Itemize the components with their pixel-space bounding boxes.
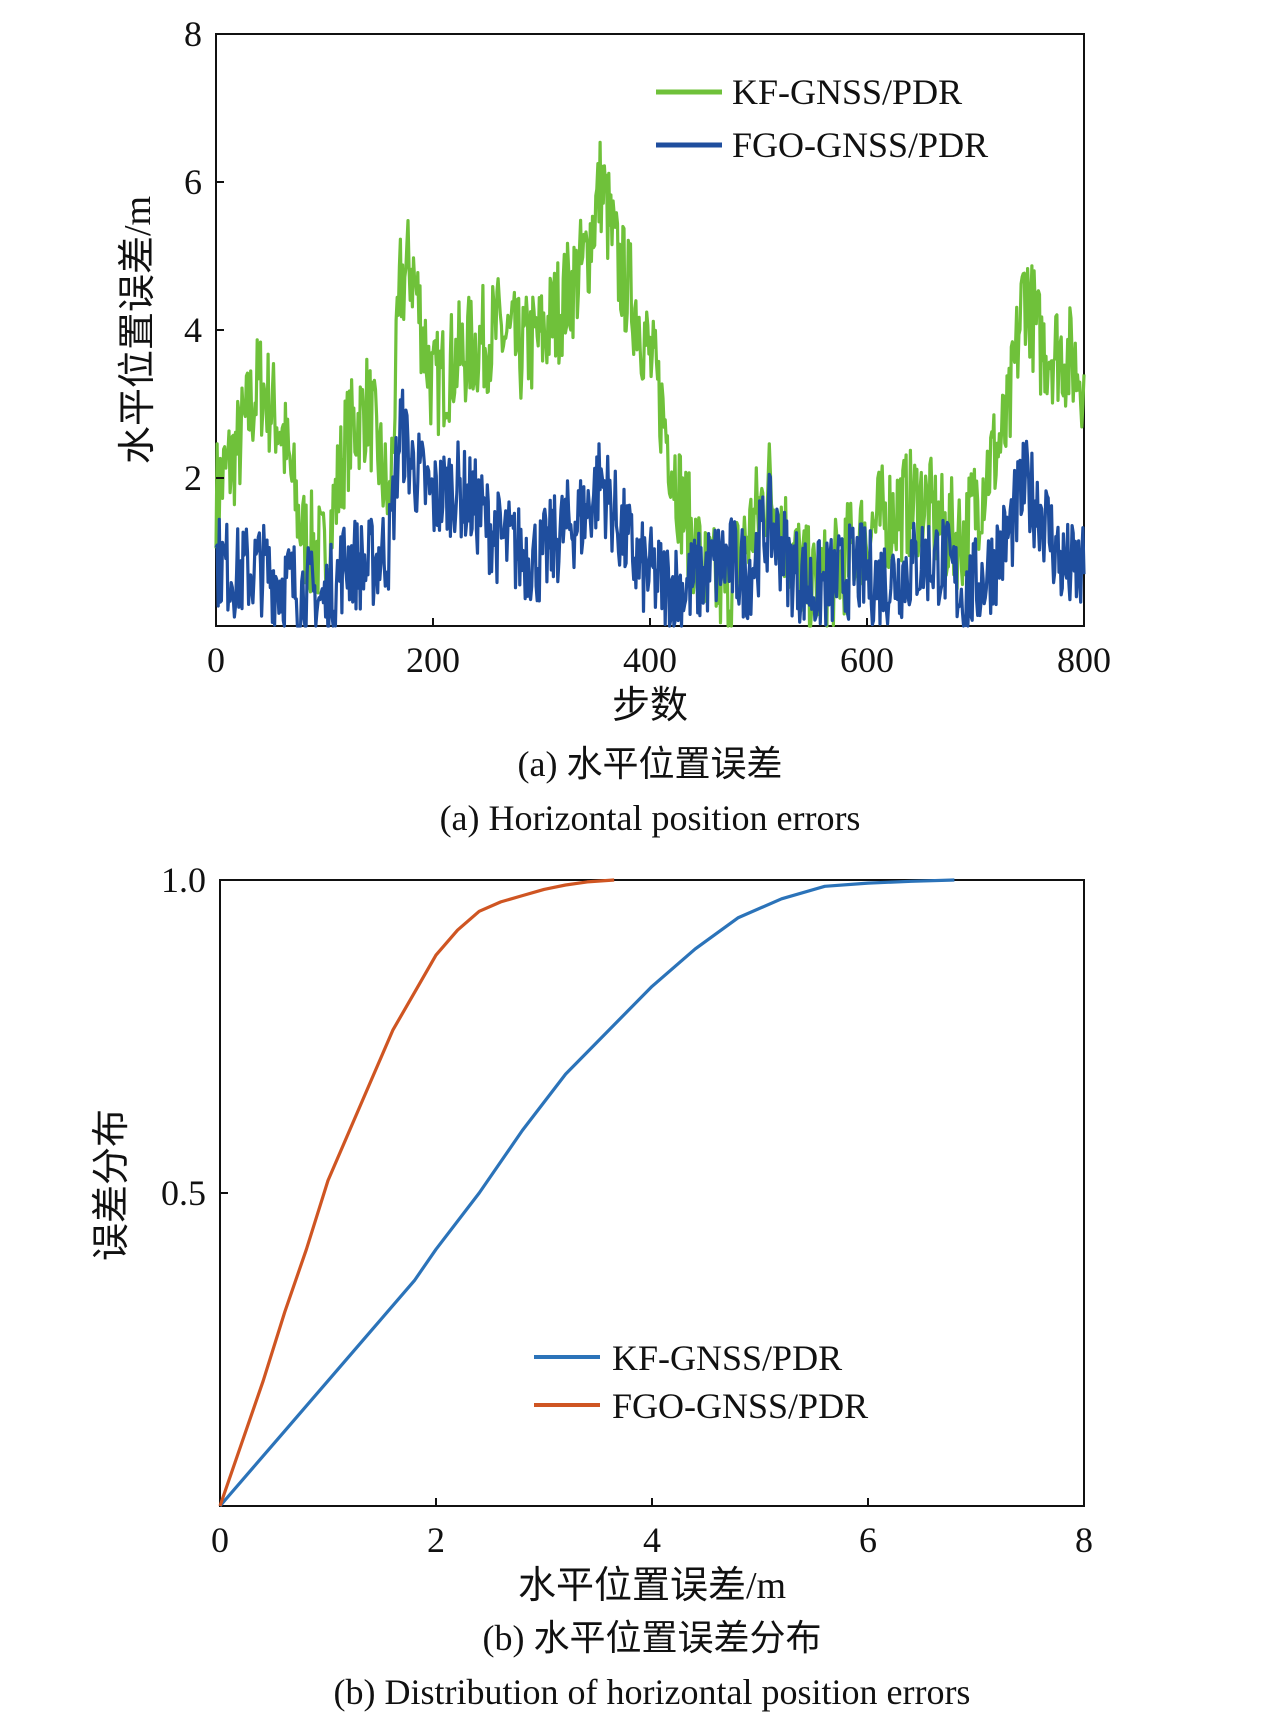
x-axis-label: 水平位置误差/m — [518, 1565, 786, 1607]
y-tick-label: 2 — [184, 458, 202, 498]
caption-en: (a) Horizontal position errors — [440, 798, 861, 838]
x-tick-label: 6 — [859, 1520, 877, 1560]
x-tick-label: 0 — [207, 640, 225, 680]
legend: KF-GNSS/PDR FGO-GNSS/PDR — [656, 72, 988, 165]
legend: KF-GNSS/PDR FGO-GNSS/PDR — [534, 1338, 868, 1426]
error-distribution-chart: 0 2 4 6 8 0.5 1.0 误差分布 水平位置误差/m (b) 水平位置误差分布 (… — [91, 860, 1093, 1712]
tick-layer: 0 2 4 6 8 0.5 1.0 — [161, 860, 1093, 1560]
x-axis-label: 步数 — [612, 685, 688, 727]
series-line-fgo-gnss-pdr — [214, 388, 1086, 628]
series-layer — [218, 878, 955, 1508]
y-tick-label: 6 — [184, 162, 202, 202]
x-tick-label: 2 — [427, 1520, 445, 1560]
y-tick-label: 1.0 — [161, 860, 206, 900]
legend-label-kf: KF-GNSS/PDR — [732, 72, 962, 112]
x-tick-label: 0 — [211, 1520, 229, 1560]
series-line-kf-gnss-pdr — [214, 140, 1086, 628]
y-axis-label: 水平位置误差/m — [117, 196, 159, 464]
y-tick-label: 4 — [184, 310, 202, 350]
y-axis-label: 误差分布 — [91, 1109, 133, 1261]
legend-label-fgo: FGO-GNSS/PDR — [732, 125, 988, 165]
y-tick-label: 8 — [184, 14, 202, 54]
series-layer — [214, 140, 1086, 628]
x-tick-label: 8 — [1075, 1520, 1093, 1560]
series-line-kf-gnss-pdr — [218, 878, 955, 1508]
tick-layer: 0 200 400 600 800 2 4 6 8 — [184, 14, 1111, 680]
caption-cn: (a) 水平位置误差 — [518, 744, 783, 784]
x-tick-label: 600 — [840, 640, 894, 680]
legend-label-kf: KF-GNSS/PDR — [612, 1338, 842, 1378]
horizontal-error-chart: 0 200 400 600 800 2 4 6 8 水平位置误差/m 步数 (a) 水平位置误差… — [117, 14, 1111, 838]
caption-en: (b) Distribution of horizontal position … — [334, 1672, 971, 1712]
y-tick-label: 0.5 — [161, 1173, 206, 1213]
x-tick-label: 200 — [406, 640, 460, 680]
series-line-fgo-gnss-pdr — [218, 878, 615, 1507]
legend-label-fgo: FGO-GNSS/PDR — [612, 1386, 868, 1426]
x-tick-label: 4 — [643, 1520, 661, 1560]
x-tick-label: 800 — [1057, 640, 1111, 680]
x-tick-label: 400 — [623, 640, 677, 680]
caption-cn: (b) 水平位置误差分布 — [483, 1618, 822, 1658]
